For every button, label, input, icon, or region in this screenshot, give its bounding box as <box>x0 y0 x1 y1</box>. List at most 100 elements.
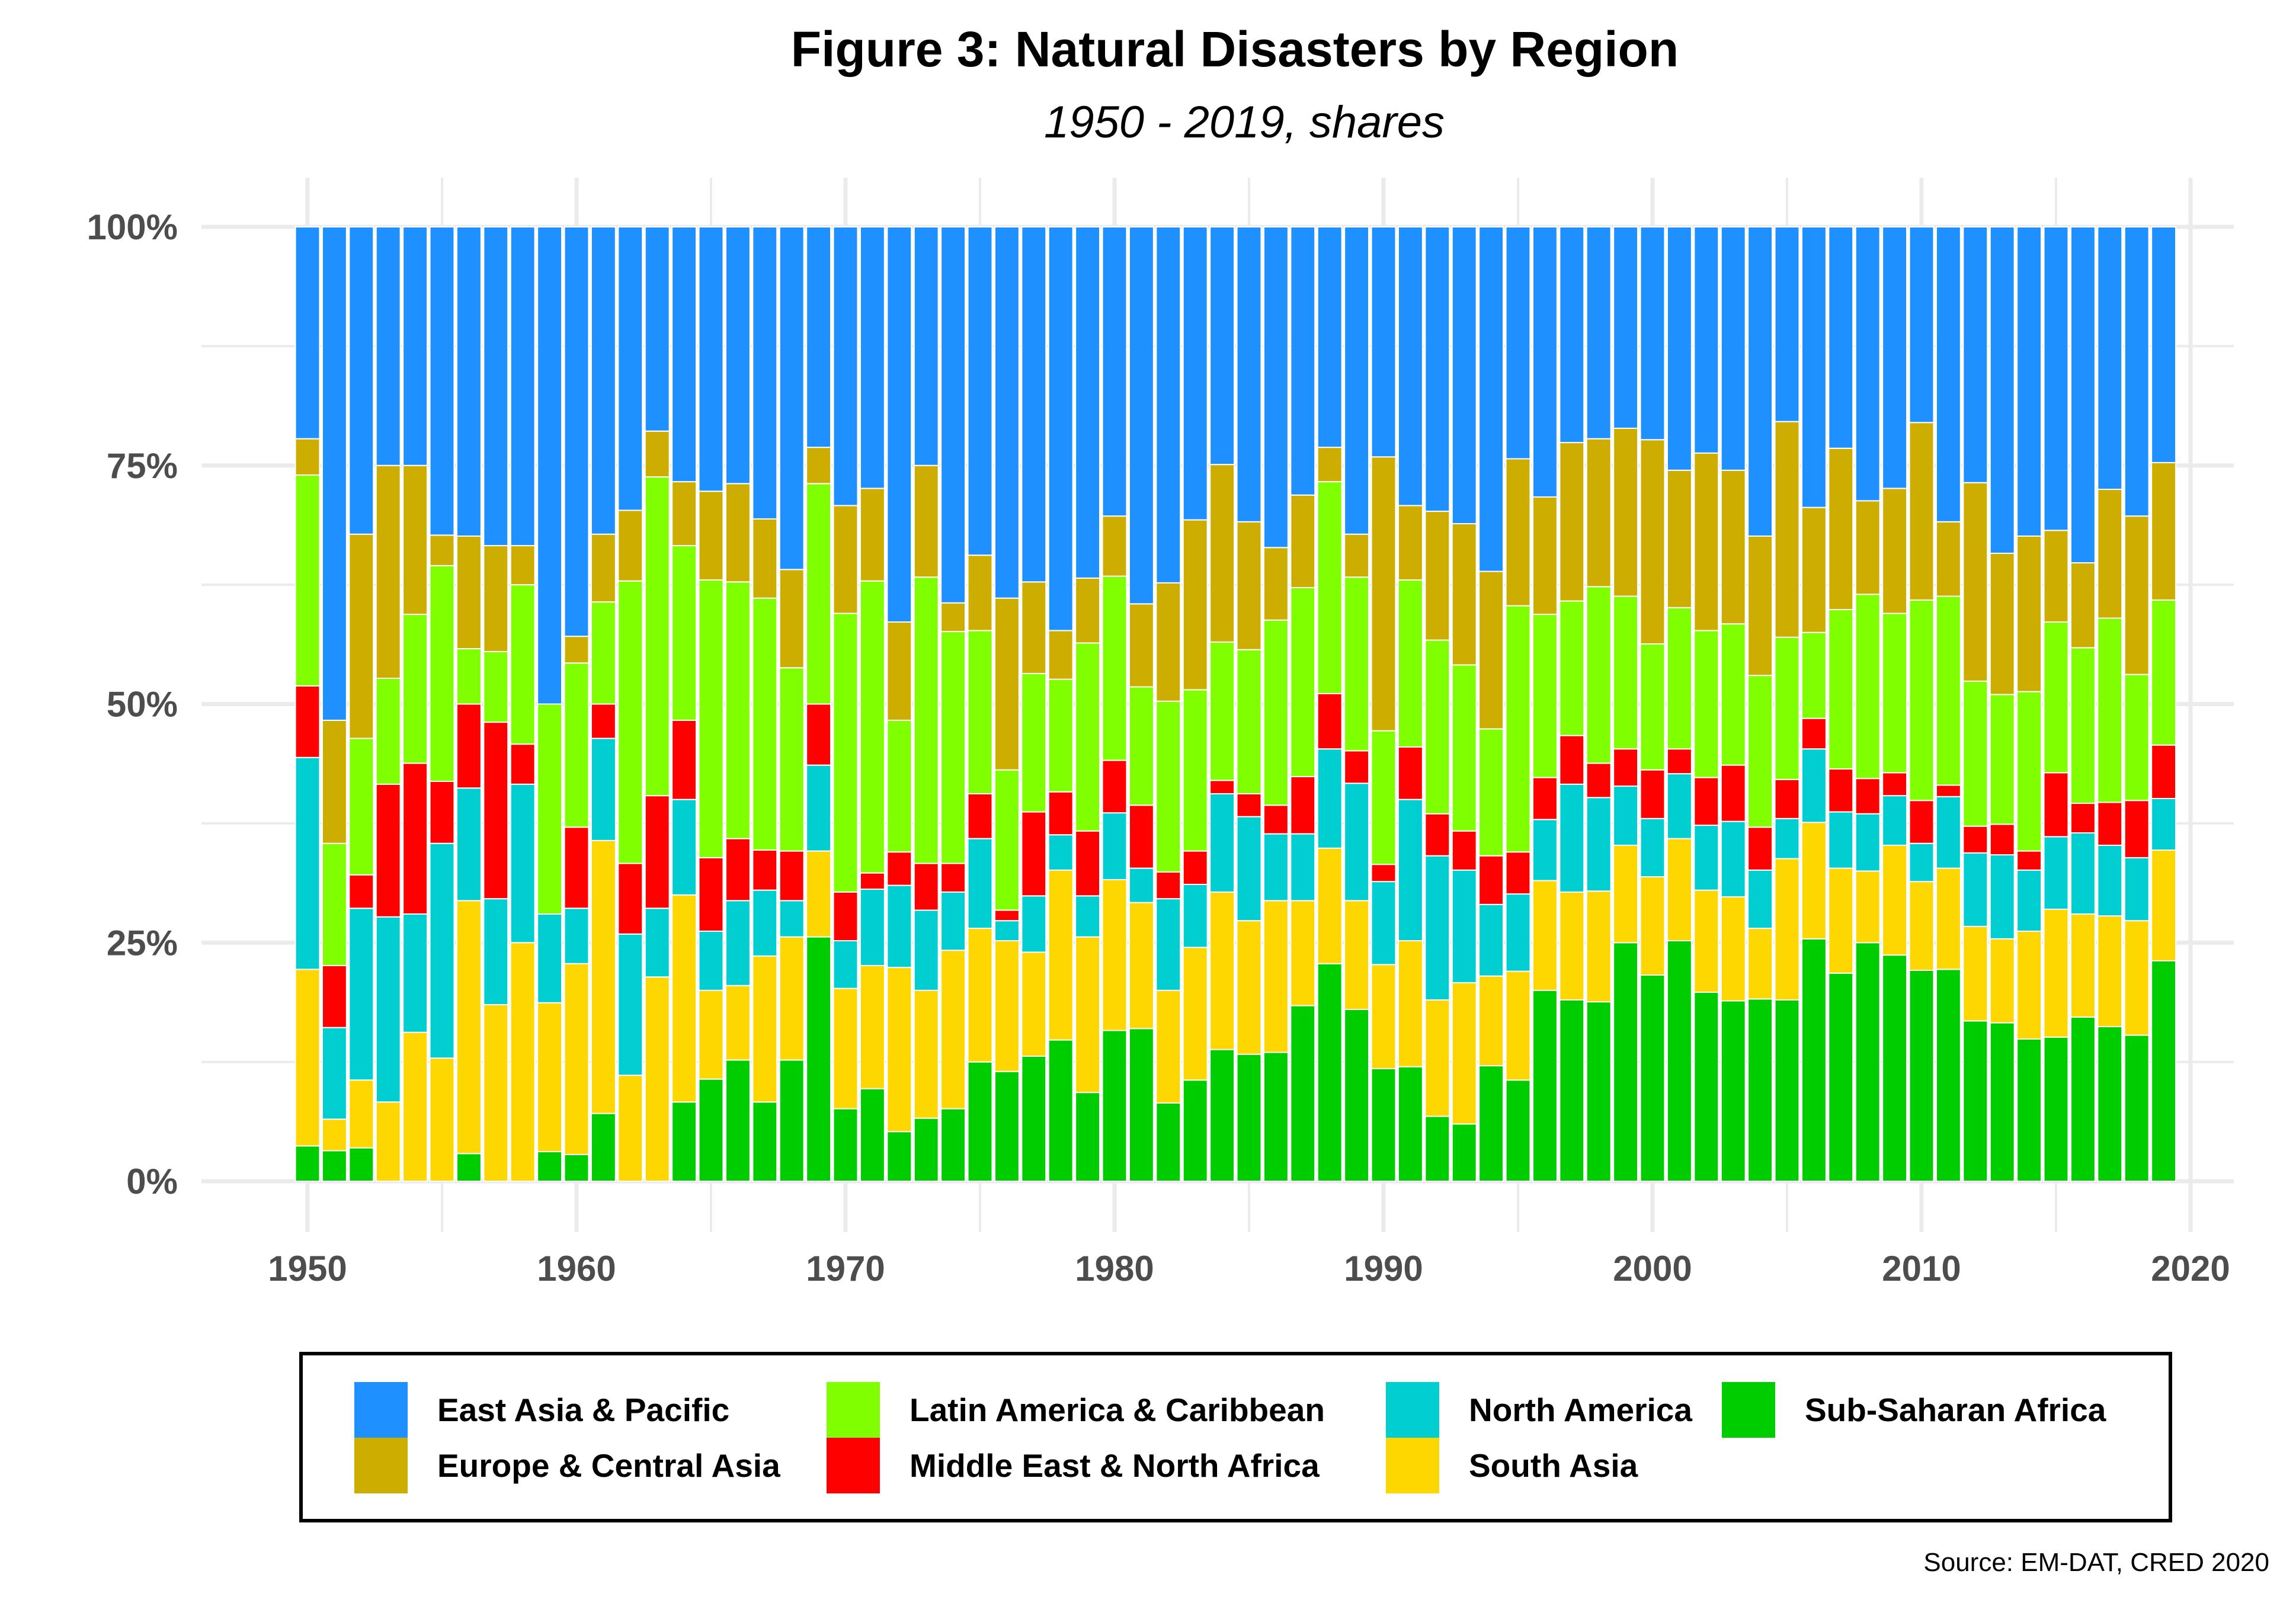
bar-stack-1951 <box>321 226 347 1182</box>
bar-stack-2011 <box>1935 226 1961 1182</box>
bar-segment-latin-america-caribbean-1965 <box>698 579 724 858</box>
bar-segment-east-asia-pacific-2005 <box>1774 226 1800 422</box>
bar-segment-europe-central-asia-1989 <box>1344 533 1370 578</box>
bar-segment-north-america-1978 <box>1048 834 1074 871</box>
bar-segment-europe-central-asia-2001 <box>1666 469 1692 608</box>
bar-stack-1986 <box>1263 226 1289 1182</box>
bar-segment-latin-america-caribbean-1962 <box>617 580 643 864</box>
bar-segment-middle-east-north-africa-1977 <box>1021 811 1047 897</box>
bar-segment-latin-america-caribbean-1989 <box>1344 576 1370 752</box>
x-tick-label: 1970 <box>806 1249 885 1288</box>
bar-segment-europe-central-asia-1985 <box>1236 521 1262 650</box>
bar-segment-europe-central-asia-2008 <box>1855 500 1881 595</box>
bar-segment-latin-america-caribbean-1955 <box>429 565 455 782</box>
bar-segment-north-america-1967 <box>752 889 778 957</box>
bar-segment-europe-central-asia-1951 <box>321 719 347 844</box>
bar-segment-europe-central-asia-2018 <box>2124 515 2150 675</box>
bar-segment-middle-east-north-africa-1996 <box>1532 777 1558 820</box>
bar-segment-europe-central-asia-1962 <box>617 509 643 582</box>
bar-segment-sub-saharan-africa-1976 <box>994 1070 1020 1182</box>
bar-stack-1997 <box>1559 226 1585 1182</box>
bar-stack-1960 <box>563 226 590 1182</box>
bar-segment-middle-east-north-africa-1961 <box>590 703 616 739</box>
bar-stack-2005 <box>1774 226 1800 1182</box>
bar-stack-1999 <box>1613 226 1639 1182</box>
bar-segment-europe-central-asia-1978 <box>1048 630 1074 680</box>
bar-segment-middle-east-north-africa-2010 <box>1908 800 1935 844</box>
bar-segment-south-asia-1995 <box>1505 970 1531 1081</box>
bar-segment-latin-america-caribbean-2005 <box>1774 636 1800 780</box>
bar-stack-2000 <box>1639 226 1666 1182</box>
bar-segment-latin-america-caribbean-2003 <box>1720 623 1746 766</box>
bar-segment-middle-east-north-africa-1983 <box>1182 850 1208 885</box>
bar-segment-east-asia-pacific-2013 <box>1989 226 2015 554</box>
bar-segment-middle-east-north-africa-1969 <box>806 703 832 766</box>
x-tick-label: 2000 <box>1613 1249 1692 1288</box>
bar-segment-europe-central-asia-2014 <box>2016 535 2042 693</box>
bar-segment-latin-america-caribbean-1999 <box>1613 595 1639 750</box>
bar-segment-south-asia-1983 <box>1182 947 1208 1081</box>
bar-segment-europe-central-asia-1990 <box>1370 456 1397 732</box>
bar-segment-east-asia-pacific-2014 <box>2016 226 2042 537</box>
bar-segment-north-america-1957 <box>483 898 509 1005</box>
bar-segment-sub-saharan-africa-1973 <box>913 1117 939 1182</box>
bar-segment-sub-saharan-africa-2001 <box>1666 940 1692 1182</box>
bar-segment-north-america-1985 <box>1236 816 1262 922</box>
bar-segment-north-america-2004 <box>1747 869 1773 929</box>
bar-segment-east-asia-pacific-1952 <box>348 226 374 535</box>
bar-segment-north-america-1999 <box>1613 786 1639 846</box>
bar-segment-sub-saharan-africa-1993 <box>1451 1123 1477 1182</box>
bar-segment-south-asia-1958 <box>510 942 536 1182</box>
bar-segment-middle-east-north-africa-1981 <box>1128 804 1154 869</box>
bar-segment-east-asia-pacific-1950 <box>294 226 321 440</box>
bar-segment-middle-east-north-africa-1967 <box>752 849 778 891</box>
y-tick-label: 0% <box>126 1162 178 1201</box>
bar-segment-south-asia-1969 <box>806 850 832 938</box>
bar-segment-east-asia-pacific-2019 <box>2151 226 2177 463</box>
bar-segment-north-america-1981 <box>1128 867 1154 903</box>
bar-segment-south-asia-1963 <box>644 976 670 1182</box>
bar-stack-1959 <box>537 226 563 1182</box>
bar-segment-middle-east-north-africa-2004 <box>1747 826 1773 871</box>
x-tick-label: 1950 <box>268 1249 347 1288</box>
bar-segment-europe-central-asia-1999 <box>1613 427 1639 597</box>
bar-segment-sub-saharan-africa-2010 <box>1908 969 1935 1182</box>
bar-segment-south-asia-1987 <box>1290 900 1316 1006</box>
bar-segment-middle-east-north-africa-1954 <box>402 762 428 915</box>
bar-segment-middle-east-north-africa-2002 <box>1693 777 1719 826</box>
bar-segment-middle-east-north-africa-1985 <box>1236 793 1262 817</box>
bar-stack-2004 <box>1747 226 1773 1182</box>
bars <box>294 226 2177 1182</box>
bar-segment-latin-america-caribbean-1980 <box>1101 575 1128 761</box>
bar-segment-latin-america-caribbean-1997 <box>1559 600 1585 736</box>
bar-segment-sub-saharan-africa-1952 <box>348 1147 374 1182</box>
bar-stack-1985 <box>1236 226 1262 1182</box>
bar-stack-1998 <box>1586 226 1612 1182</box>
bar-segment-north-america-1959 <box>537 913 563 1004</box>
bar-stack-1957 <box>483 226 509 1182</box>
bar-segment-latin-america-caribbean-2008 <box>1855 594 1881 780</box>
bar-segment-middle-east-north-africa-1964 <box>671 719 697 800</box>
bar-segment-latin-america-caribbean-1976 <box>994 769 1020 911</box>
bar-segment-north-america-1996 <box>1532 819 1558 881</box>
bar-stack-1974 <box>940 226 966 1182</box>
bar-segment-south-asia-1997 <box>1559 891 1585 1001</box>
bar-segment-south-asia-1973 <box>913 989 939 1119</box>
legend-item-middle-east-north-africa: Middle East & North Africa <box>827 1438 1320 1493</box>
bar-segment-middle-east-north-africa-1992 <box>1424 813 1450 857</box>
bar-segment-middle-east-north-africa-1957 <box>483 722 509 900</box>
bar-segment-east-asia-pacific-1979 <box>1075 226 1101 579</box>
bar-stack-1958 <box>510 226 536 1182</box>
bar-segment-south-asia-2018 <box>2124 920 2150 1036</box>
bar-segment-south-asia-2011 <box>1935 867 1961 970</box>
bar-segment-latin-america-caribbean-2000 <box>1639 643 1666 771</box>
bar-segment-latin-america-caribbean-2011 <box>1935 595 1961 786</box>
bar-segment-middle-east-north-africa-2008 <box>1855 778 1881 815</box>
bar-segment-east-asia-pacific-1995 <box>1505 226 1531 460</box>
bar-stack-1950 <box>294 226 321 1182</box>
bar-segment-middle-east-north-africa-2018 <box>2124 800 2150 858</box>
bar-segment-latin-america-caribbean-1981 <box>1128 686 1154 806</box>
bar-stack-1990 <box>1370 226 1397 1182</box>
bar-segment-latin-america-caribbean-1971 <box>859 580 885 874</box>
bar-segment-east-asia-pacific-2009 <box>1882 226 1908 489</box>
